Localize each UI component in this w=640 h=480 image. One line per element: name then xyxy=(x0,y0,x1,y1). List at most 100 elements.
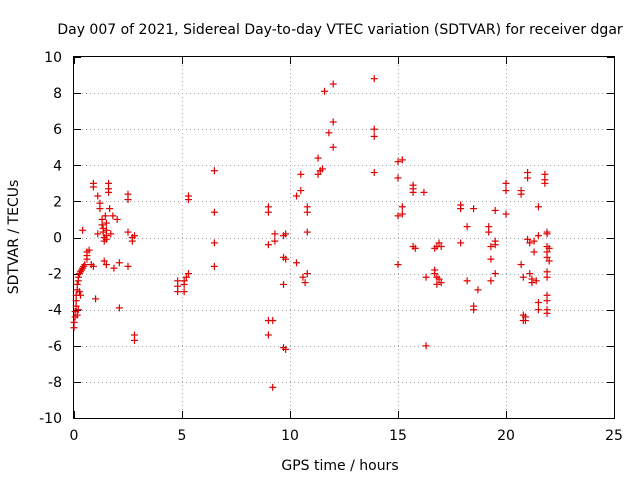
data-point xyxy=(394,174,402,182)
data-point xyxy=(73,280,81,288)
data-point xyxy=(329,143,337,151)
data-point xyxy=(329,118,337,126)
data-point xyxy=(130,336,138,344)
data-point xyxy=(124,262,132,270)
y-tick-label: -2 xyxy=(48,267,62,283)
data-point xyxy=(107,230,115,238)
data-point xyxy=(130,232,138,240)
data-point xyxy=(433,280,441,288)
data-point xyxy=(370,169,378,177)
data-point xyxy=(420,188,428,196)
y-tick-label: 8 xyxy=(53,86,62,102)
data-point xyxy=(502,179,510,187)
y-tick-label: 0 xyxy=(53,231,62,247)
tick-label-layer: 0 5 10 15 20 25 -10 -8 -6 -4 -2 0 2 4 6 8 10 xyxy=(39,50,623,444)
data-point xyxy=(398,210,406,218)
data-point xyxy=(470,205,478,213)
data-point xyxy=(534,203,542,211)
data-point xyxy=(303,270,311,278)
data-point xyxy=(314,170,322,178)
x-tick-label: 25 xyxy=(605,428,623,444)
data-point xyxy=(297,187,305,195)
data-point xyxy=(99,228,107,236)
data-point xyxy=(74,306,82,314)
data-point xyxy=(79,226,87,234)
data-point xyxy=(280,280,288,288)
data-point xyxy=(124,196,132,204)
x-tick-label: 0 xyxy=(70,428,79,444)
data-point xyxy=(128,237,136,245)
data-point xyxy=(437,279,445,287)
data-point xyxy=(210,208,218,216)
data-point xyxy=(292,192,300,200)
data-point xyxy=(526,239,534,247)
data-point xyxy=(269,317,277,325)
data-point xyxy=(76,291,84,299)
y-tick-label: 2 xyxy=(53,194,62,210)
data-point xyxy=(303,228,311,236)
x-axis-title: GPS time / hours xyxy=(281,458,398,474)
plot-frame xyxy=(73,56,615,419)
data-point xyxy=(435,239,443,247)
data-point xyxy=(282,255,290,263)
data-point xyxy=(282,345,290,353)
data-point xyxy=(422,342,430,350)
data-point xyxy=(264,241,272,249)
data-point xyxy=(431,270,439,278)
data-point xyxy=(394,158,402,166)
data-point xyxy=(102,235,110,243)
y-axis-title: SDTVAR / TECUs xyxy=(6,180,22,295)
data-point xyxy=(545,244,553,252)
data-point xyxy=(487,255,495,263)
data-point xyxy=(541,179,549,187)
y-tick-label: -4 xyxy=(48,303,62,319)
data-point xyxy=(530,237,538,245)
data-point xyxy=(474,286,482,294)
data-point xyxy=(105,188,113,196)
data-point xyxy=(92,295,100,303)
data-point xyxy=(534,232,542,240)
data-point xyxy=(370,75,378,83)
data-point xyxy=(532,277,540,285)
data-point xyxy=(124,228,132,236)
data-point xyxy=(81,261,89,269)
data-point xyxy=(314,154,322,162)
data-point xyxy=(299,273,307,281)
data-point xyxy=(318,165,326,173)
data-point xyxy=(85,246,93,254)
data-point xyxy=(502,210,510,218)
data-point xyxy=(463,277,471,285)
data-point xyxy=(370,132,378,140)
data-point xyxy=(182,273,190,281)
data-point xyxy=(184,270,192,278)
data-point xyxy=(457,205,465,213)
data-point xyxy=(292,259,300,267)
x-tick-label: 15 xyxy=(389,428,407,444)
data-point xyxy=(543,297,551,305)
data-point xyxy=(174,288,182,296)
data-point xyxy=(457,239,465,247)
data-point xyxy=(184,196,192,204)
data-point xyxy=(487,277,495,285)
data-point xyxy=(517,261,525,269)
data-point xyxy=(113,215,121,223)
data-point xyxy=(543,253,551,261)
data-point xyxy=(470,306,478,314)
data-point xyxy=(534,306,542,314)
data-point xyxy=(398,203,406,211)
data-point xyxy=(271,237,279,245)
data-point xyxy=(102,219,110,227)
data-point xyxy=(528,279,536,287)
data-point xyxy=(73,311,81,319)
x-tick-label: 20 xyxy=(497,428,515,444)
data-point xyxy=(409,188,417,196)
data-point xyxy=(325,129,333,137)
data-point xyxy=(98,221,106,229)
data-point xyxy=(210,239,218,247)
data-point xyxy=(491,206,499,214)
data-point xyxy=(502,187,510,195)
data-point xyxy=(422,273,430,281)
data-point xyxy=(545,257,553,265)
data-point xyxy=(519,273,527,281)
data-point xyxy=(74,273,82,281)
